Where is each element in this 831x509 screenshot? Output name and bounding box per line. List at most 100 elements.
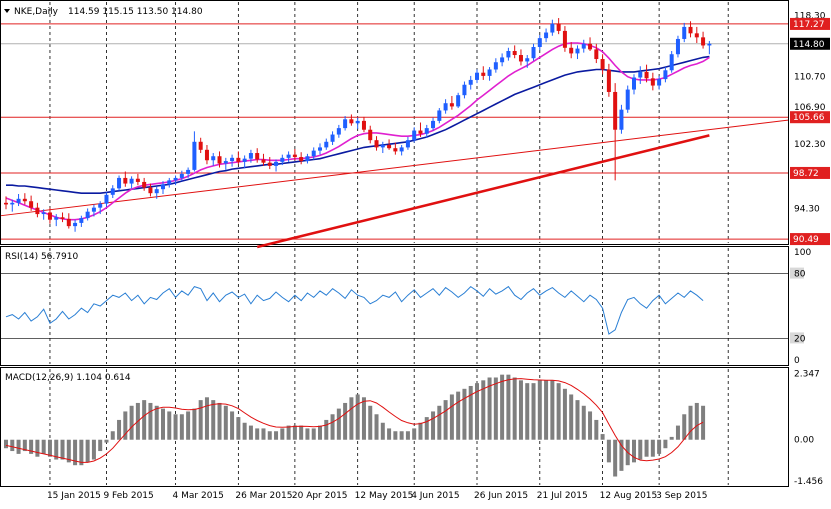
candle-body <box>701 37 706 46</box>
macd-histogram-bar <box>255 428 260 440</box>
macd-histogram-bar <box>35 439 40 457</box>
macd-histogram-bar <box>443 400 448 440</box>
rsi-series <box>5 285 704 335</box>
macd-histogram-bar <box>537 380 542 440</box>
candle-body <box>575 48 580 54</box>
candle-body <box>73 222 78 227</box>
ohlc-label: 114.59 115.15 113.50 114.80 <box>68 7 203 17</box>
candle-body <box>481 72 486 76</box>
candle-body <box>91 207 96 212</box>
candle-body <box>173 177 178 181</box>
candle-body <box>29 201 34 208</box>
macd-histogram-bar <box>79 439 84 466</box>
date-axis-label: 15 Jan 2015 <box>47 491 101 501</box>
candle-body <box>104 194 109 204</box>
macd-histogram-bar <box>531 383 536 440</box>
date-axis-label: 26 Jun 2015 <box>474 491 528 501</box>
macd-histogram-bar <box>368 405 373 440</box>
candle-body <box>299 157 304 162</box>
candle-body <box>349 119 354 124</box>
candle-body <box>261 159 266 163</box>
macd-histogram-bar <box>431 411 436 440</box>
candle-body <box>518 55 523 62</box>
macd-histogram-bar <box>349 397 354 440</box>
macd-histogram-bar <box>336 408 341 440</box>
macd-histogram-bar <box>85 439 90 463</box>
price-axis-tick: 110.70 <box>794 73 826 83</box>
price-marker-label: 117.27 <box>793 20 825 30</box>
macd-histogram-bar <box>550 380 555 440</box>
macd-histogram-bar <box>211 400 216 440</box>
candle-body <box>581 43 586 49</box>
macd-histogram-bar <box>437 405 442 440</box>
candle-body <box>204 149 209 161</box>
rsi-axis-tick: 80 <box>794 270 806 280</box>
macd-histogram-bar <box>355 394 360 440</box>
rsi-axis-tick: 20 <box>794 334 806 344</box>
macd-histogram-bar <box>380 422 385 440</box>
macd-histogram-bar <box>217 402 222 440</box>
candle-body <box>255 153 260 160</box>
macd-signal-line <box>5 378 704 463</box>
candle-body <box>694 33 699 38</box>
date-axis-label: 20 Apr 2015 <box>292 491 348 501</box>
macd-histogram-bar <box>230 411 235 440</box>
price-marker-label: 90.49 <box>793 235 819 245</box>
macd-histogram-bar <box>242 422 247 440</box>
candle-body <box>35 207 40 215</box>
candle-body <box>650 78 655 86</box>
macd-histogram-bar <box>650 439 655 457</box>
macd-histogram-bar <box>682 414 687 440</box>
macd-histogram-bar <box>173 414 178 440</box>
macd-histogram-bar <box>192 408 197 440</box>
rsi-level-box <box>790 332 804 344</box>
macd-histogram-bar <box>456 391 461 440</box>
price-marker-label: 114.80 <box>793 40 825 50</box>
macd-histogram-bar <box>399 431 404 440</box>
date-axis-label: 4 Mar 2015 <box>173 491 224 501</box>
candle-body <box>387 144 392 149</box>
candle-body <box>506 51 511 58</box>
candle-body <box>412 130 417 141</box>
macd-histogram-bar <box>292 425 297 440</box>
candle-body <box>16 198 21 203</box>
macd-histogram-bar <box>117 419 122 440</box>
candle-body <box>550 23 555 33</box>
macd-histogram-bar <box>299 425 304 440</box>
date-axis-label: 9 Feb 2015 <box>103 491 153 501</box>
candle-body <box>223 161 228 164</box>
ma-slow-line <box>256 134 710 249</box>
candle-body <box>242 158 247 162</box>
macd-histogram-bar <box>424 417 429 440</box>
price-marker-box <box>790 17 830 30</box>
price-panel[interactable] <box>0 0 789 245</box>
date-axis-label: 4 Jun 2015 <box>411 491 459 501</box>
macd-histogram-bar <box>60 439 65 460</box>
candle-body <box>644 71 649 79</box>
rsi-panel[interactable] <box>0 246 789 366</box>
candle-body <box>487 69 492 76</box>
candle-body <box>60 217 65 219</box>
price-marker-box <box>790 166 830 179</box>
macd-histogram-bar <box>16 439 21 454</box>
macd-histogram-bar <box>204 397 209 440</box>
candle-body <box>161 184 165 190</box>
macd-histogram-bar <box>663 439 668 449</box>
macd-histogram-bar <box>525 383 530 440</box>
macd-histogram-bar <box>575 400 580 440</box>
macd-histogram-bar <box>91 439 96 460</box>
macd-histogram-bar <box>393 431 398 440</box>
date-axis-label: 21 Jul 2015 <box>537 491 588 501</box>
macd-histogram-bar <box>343 402 348 440</box>
macd-histogram-bar <box>475 383 479 440</box>
candle-body <box>638 71 643 78</box>
dropdown-triangle-icon[interactable] <box>4 9 10 13</box>
macd-histogram-bar <box>669 436 674 440</box>
macd-histogram-bar <box>154 405 159 440</box>
macd-histogram-bar <box>581 405 586 440</box>
macd-histogram-bar <box>280 428 285 440</box>
candle-body <box>537 38 542 47</box>
macd-histogram-bar <box>462 388 467 440</box>
